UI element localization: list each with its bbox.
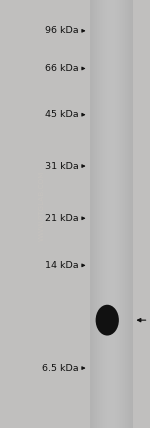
Bar: [90, 0, 91, 428]
Text: WWW.PTGLAB.COM: WWW.PTGLAB.COM: [39, 170, 45, 241]
Bar: [92, 0, 93, 428]
Bar: [116, 0, 117, 428]
Ellipse shape: [96, 305, 119, 336]
Bar: [117, 0, 118, 428]
Bar: [113, 0, 114, 428]
Bar: [93, 0, 94, 428]
Bar: [117, 0, 118, 428]
Bar: [124, 0, 125, 428]
Bar: [106, 0, 107, 428]
Bar: [102, 0, 103, 428]
Bar: [103, 0, 104, 428]
Bar: [124, 0, 125, 428]
Bar: [107, 0, 108, 428]
Text: 6.5 kDa: 6.5 kDa: [42, 363, 79, 373]
Text: 96 kDa: 96 kDa: [45, 26, 79, 36]
Bar: [95, 0, 96, 428]
Bar: [115, 0, 116, 428]
Bar: [91, 0, 92, 428]
Bar: [100, 0, 101, 428]
Bar: [111, 0, 112, 428]
Bar: [114, 0, 115, 428]
Bar: [122, 0, 123, 428]
Bar: [127, 0, 128, 428]
Bar: [99, 0, 100, 428]
Text: 66 kDa: 66 kDa: [45, 64, 79, 73]
Bar: [126, 0, 127, 428]
Bar: [129, 0, 130, 428]
Bar: [122, 0, 123, 428]
Bar: [90, 0, 132, 428]
Bar: [131, 0, 132, 428]
Bar: [95, 0, 96, 428]
Bar: [121, 0, 122, 428]
Bar: [94, 0, 95, 428]
Bar: [112, 0, 113, 428]
Bar: [110, 0, 111, 428]
Bar: [127, 0, 128, 428]
Bar: [105, 0, 106, 428]
Bar: [120, 0, 121, 428]
Text: 14 kDa: 14 kDa: [45, 261, 79, 270]
Bar: [129, 0, 130, 428]
Bar: [108, 0, 109, 428]
Text: 45 kDa: 45 kDa: [45, 110, 79, 119]
Text: 21 kDa: 21 kDa: [45, 214, 79, 223]
Bar: [98, 0, 99, 428]
Bar: [100, 0, 101, 428]
Bar: [107, 0, 108, 428]
Bar: [97, 0, 98, 428]
Bar: [130, 0, 131, 428]
Bar: [128, 0, 129, 428]
Bar: [118, 0, 119, 428]
Bar: [123, 0, 124, 428]
Text: 31 kDa: 31 kDa: [45, 161, 79, 171]
Bar: [104, 0, 105, 428]
Bar: [119, 0, 120, 428]
Bar: [102, 0, 103, 428]
Bar: [109, 0, 110, 428]
Bar: [96, 0, 97, 428]
Bar: [125, 0, 126, 428]
Bar: [101, 0, 102, 428]
